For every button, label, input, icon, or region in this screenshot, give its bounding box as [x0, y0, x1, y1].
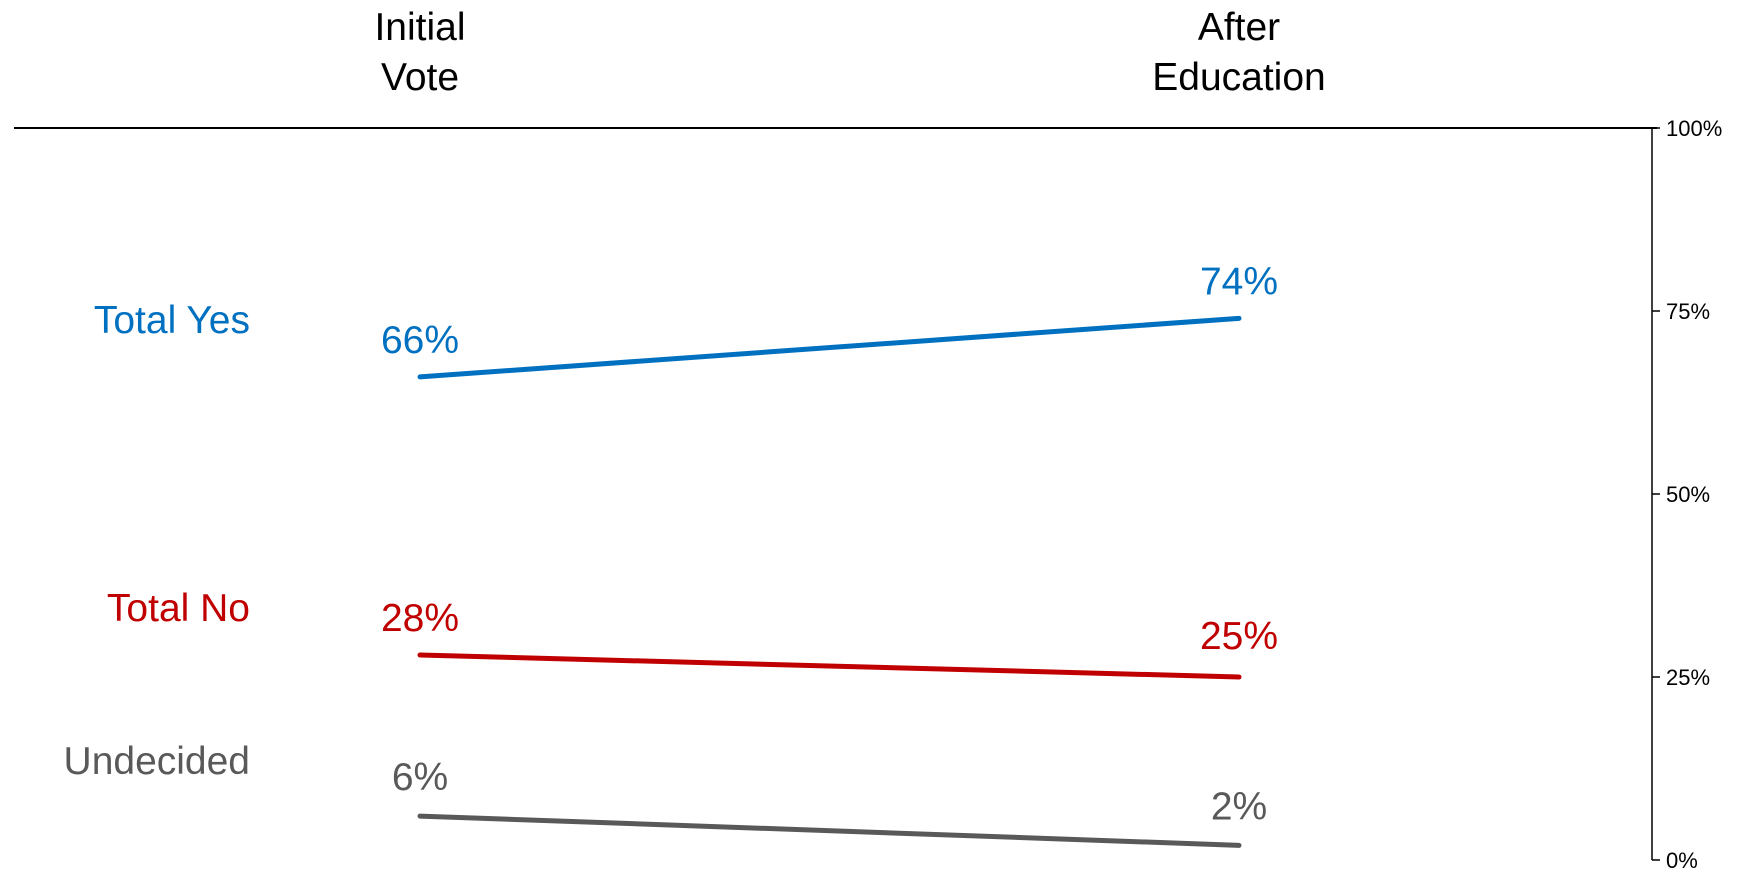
y-axis: 100% 75% 50% 25% 0% [1651, 116, 1722, 873]
category-label: Education [1152, 56, 1325, 99]
series-layer: 66% 74% Total Yes 28% 25% Total No 6% 2% Undecid… [64, 260, 1278, 848]
series-line-total-yes [417, 315, 1242, 380]
category-label: Initial [374, 6, 465, 49]
y-tick-label: 0% [1666, 848, 1698, 873]
y-tick-label: 50% [1666, 482, 1710, 507]
data-label: 66% [381, 319, 459, 362]
category-label: After [1198, 6, 1280, 49]
series-line-undecided [417, 813, 1242, 848]
data-label: 6% [392, 756, 448, 799]
y-tick-label: 100% [1666, 116, 1722, 141]
y-tick-label: 25% [1666, 665, 1710, 690]
data-label: 74% [1200, 260, 1278, 303]
category-labels: Initial Vote After Education [374, 6, 1325, 99]
series-name-label: Undecided [64, 740, 250, 783]
category-label: Vote [381, 56, 459, 99]
data-label: 25% [1200, 615, 1278, 658]
data-label: 2% [1211, 785, 1267, 828]
y-tick-label: 75% [1666, 299, 1710, 324]
series-name-label: Total No [107, 587, 250, 630]
series-line-total-no [417, 652, 1242, 680]
series-name-label: Total Yes [94, 299, 250, 342]
data-label: 28% [381, 597, 459, 640]
